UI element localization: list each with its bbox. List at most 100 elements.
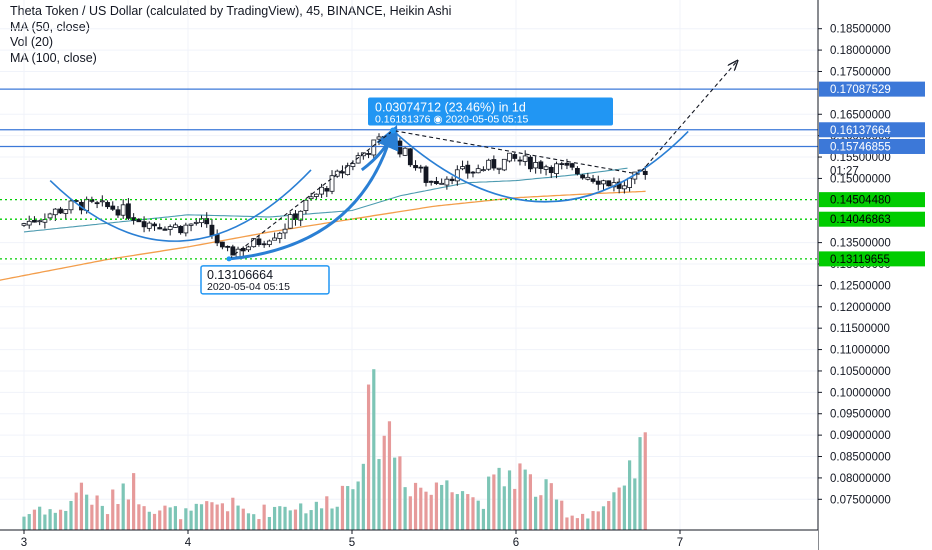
candle	[475, 164, 481, 174]
rounding-curve	[228, 143, 390, 261]
volume-bar	[272, 506, 277, 530]
volume-bar	[199, 504, 204, 530]
volume-bar	[241, 508, 245, 530]
candle-body	[152, 223, 157, 227]
candle-body	[334, 170, 340, 177]
volume-bar	[32, 509, 37, 530]
candle-body	[193, 221, 199, 224]
legend-ma100[interactable]: MA (100, close)	[10, 50, 97, 65]
volume-bar	[361, 463, 365, 530]
volume-bar	[309, 510, 313, 530]
candle	[512, 152, 518, 162]
volume-bar	[346, 486, 350, 530]
volume-bar	[90, 504, 94, 530]
price-tick-label: 0.09500000	[830, 409, 891, 421]
volume-bar	[267, 516, 271, 530]
volume-bar	[534, 496, 538, 530]
volume-bar	[205, 501, 209, 530]
price-tick-label: 0.15000000	[830, 173, 891, 185]
candle-body	[126, 203, 131, 219]
volume-bar	[455, 494, 459, 530]
candle	[42, 213, 48, 229]
candle	[287, 211, 293, 229]
volume-bar	[502, 486, 506, 530]
candle-body	[595, 180, 601, 185]
volume-bar	[544, 479, 548, 530]
price-tick-label: 0.12500000	[830, 280, 891, 292]
volume-bar	[283, 506, 287, 530]
volume-bar	[424, 491, 428, 530]
volume-bar	[158, 510, 162, 530]
legend-title[interactable]: Theta Token / US Dollar (calculated by T…	[10, 4, 452, 18]
moving-averages	[0, 167, 646, 281]
volume-bar	[184, 508, 188, 530]
volume-bar	[236, 505, 240, 530]
candle	[21, 222, 27, 227]
price-tick-label: 0.18000000	[830, 45, 891, 57]
candle-body	[146, 222, 152, 229]
candle-body	[272, 237, 277, 241]
price-tick-label: 0.09000000	[830, 430, 891, 442]
volume-bar	[111, 489, 115, 530]
high-annotation-detail: 0.16181376 ◉ 2020-05-05 05:15	[375, 114, 529, 126]
candle-body	[21, 223, 27, 226]
candle-body	[261, 243, 267, 246]
candle-body	[423, 166, 429, 183]
candle	[376, 133, 382, 145]
volume-bar	[643, 432, 647, 530]
candle-body	[58, 208, 63, 214]
price-tick-label: 0.10000000	[830, 387, 891, 399]
candle-body	[209, 224, 215, 236]
candle	[110, 201, 116, 211]
volume-bar	[168, 507, 172, 530]
volume-bar	[622, 485, 626, 530]
candle	[214, 229, 220, 247]
legend-vol[interactable]: Vol (20)	[10, 35, 54, 49]
candle	[63, 209, 69, 220]
volume-bar	[565, 517, 569, 530]
candle-body	[371, 139, 377, 156]
candle-body	[32, 219, 37, 223]
candle	[554, 161, 559, 179]
candle-body	[63, 209, 69, 214]
price-level-label-text: 0.14046863	[830, 214, 891, 226]
candle	[616, 178, 622, 194]
volume-bar	[319, 508, 324, 530]
volume-bar	[325, 496, 329, 530]
candle	[590, 174, 596, 184]
candle	[152, 222, 157, 231]
candle	[219, 241, 225, 250]
time-tick-label: 3	[21, 537, 27, 549]
candle-body	[517, 159, 523, 162]
volume-bar	[105, 514, 110, 530]
candle	[397, 137, 403, 158]
volume-bar	[116, 504, 120, 530]
price-tick-label: 0.15500000	[830, 152, 891, 164]
volume-bar	[476, 500, 480, 530]
candle-body	[460, 166, 465, 170]
candle	[580, 173, 586, 180]
candle	[26, 215, 32, 229]
volume-bar	[596, 511, 600, 530]
candle	[522, 150, 528, 166]
candle	[434, 176, 439, 185]
candle	[246, 245, 251, 252]
volume-bar	[570, 515, 574, 530]
volume-bar	[633, 478, 637, 530]
volume-bar	[293, 509, 298, 530]
price-level-label: 0.16137664	[819, 122, 925, 138]
candle	[167, 224, 173, 236]
candle-body	[141, 221, 147, 228]
candle	[120, 199, 126, 219]
volume-bar	[220, 503, 224, 530]
legend-ma50[interactable]: MA (50, close)	[10, 19, 90, 34]
volume-bar	[152, 513, 157, 530]
volume-bar	[581, 513, 585, 530]
high-annotation: 0.03074712 (23.46%) in 1d0.16181376 ◉ 20…	[368, 97, 613, 134]
volume-bar	[471, 497, 475, 530]
projection-line	[228, 61, 737, 260]
volume-bar	[560, 500, 564, 530]
candle-body	[590, 178, 596, 182]
candle	[559, 161, 565, 170]
